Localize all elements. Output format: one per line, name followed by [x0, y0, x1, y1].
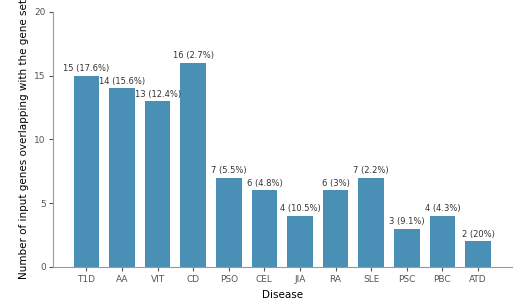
Text: 6 (4.8%): 6 (4.8%) [246, 179, 282, 188]
Text: 4 (10.5%): 4 (10.5%) [280, 204, 320, 213]
Bar [252, 190, 277, 267]
Text: 16 (2.7%): 16 (2.7%) [173, 51, 214, 60]
Bar [216, 177, 242, 267]
Bar [109, 88, 135, 267]
Bar [430, 216, 455, 267]
Bar [323, 190, 348, 267]
Text: 2 (20%): 2 (20%) [462, 230, 495, 239]
Bar [465, 241, 491, 267]
Text: 13 (12.4%): 13 (12.4%) [135, 90, 180, 99]
X-axis label: Disease: Disease [262, 290, 303, 300]
Bar [180, 63, 206, 267]
Text: 15 (17.6%): 15 (17.6%) [63, 64, 110, 73]
Text: 6 (3%): 6 (3%) [322, 179, 349, 188]
Y-axis label: Number of input genes overlapping with the gene set: Number of input genes overlapping with t… [19, 0, 29, 279]
Text: 3 (9.1%): 3 (9.1%) [389, 217, 425, 226]
Text: 4 (4.3%): 4 (4.3%) [424, 204, 460, 213]
Bar [145, 101, 171, 267]
Text: 7 (2.2%): 7 (2.2%) [354, 166, 389, 175]
Bar [74, 75, 99, 267]
Bar [287, 216, 313, 267]
Text: 7 (5.5%): 7 (5.5%) [211, 166, 246, 175]
Bar [394, 229, 420, 267]
Text: 14 (15.6%): 14 (15.6%) [99, 77, 145, 86]
Bar [358, 177, 384, 267]
